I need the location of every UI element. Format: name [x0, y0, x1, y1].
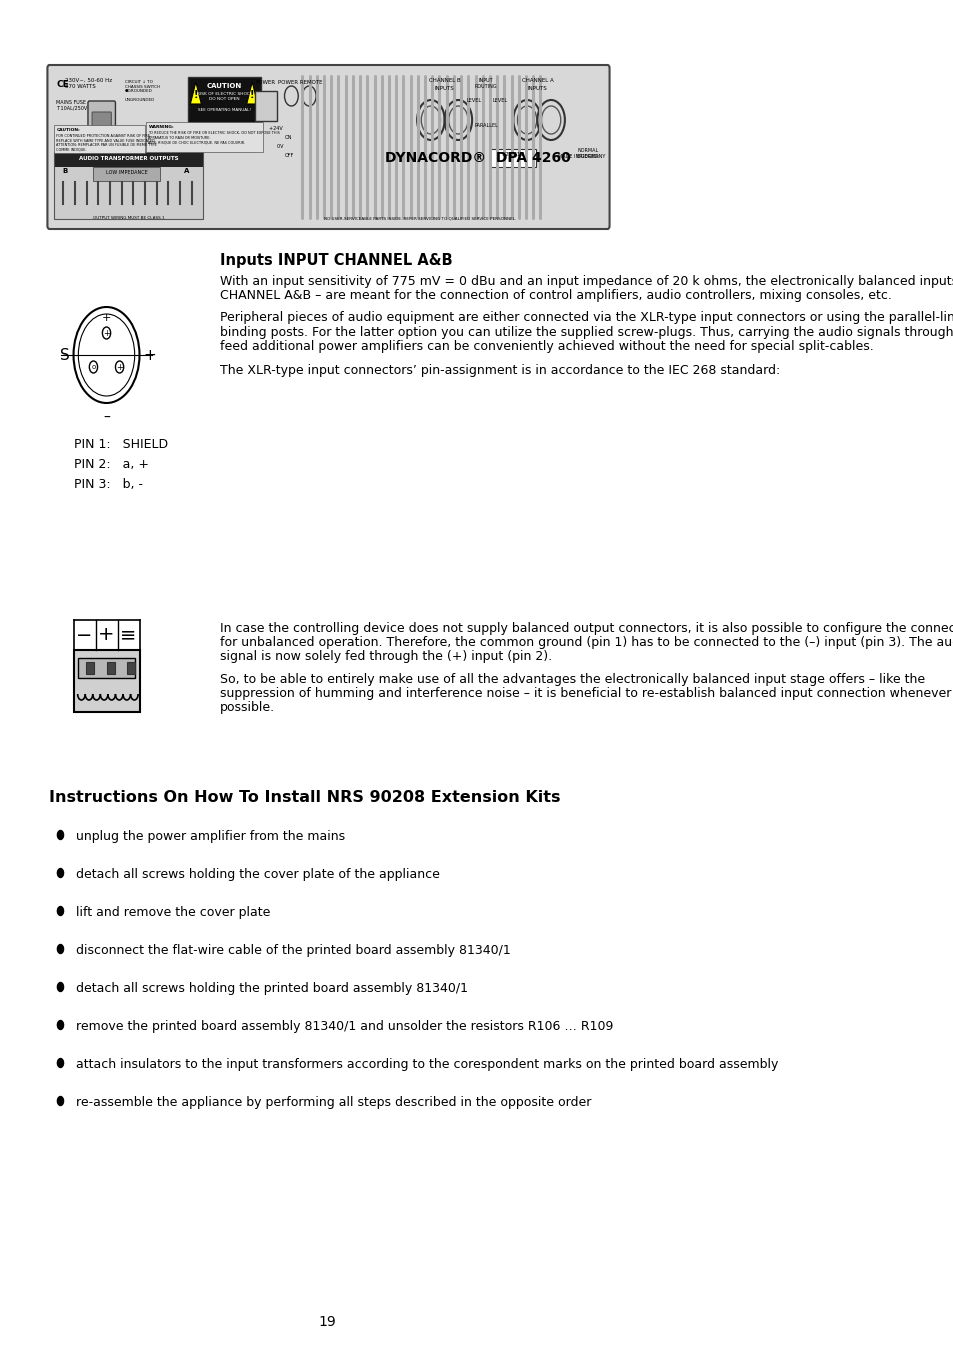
- Text: unplug the power amplifier from the mains: unplug the power amplifier from the main…: [75, 830, 344, 842]
- Text: LEVEL: LEVEL: [492, 99, 507, 103]
- Text: OFF: OFF: [284, 153, 294, 158]
- Text: Instructions On How To Install NRS 90208 Extension Kits: Instructions On How To Install NRS 90208…: [50, 790, 560, 805]
- Text: WARNING:: WARNING:: [149, 126, 173, 130]
- FancyBboxPatch shape: [146, 122, 263, 153]
- Text: Inputs INPUT CHANNEL A&B: Inputs INPUT CHANNEL A&B: [220, 252, 452, 269]
- Text: NORMAL
BRIDGED: NORMAL BRIDGED: [576, 148, 598, 159]
- Text: PIN 3:   b, -: PIN 3: b, -: [73, 478, 142, 491]
- FancyBboxPatch shape: [92, 112, 112, 136]
- Text: PIN 2:   a, +: PIN 2: a, +: [73, 458, 149, 471]
- Text: TO REDUCE THE RISK OF FIRE OR ELECTRIC SHOCK, DO NOT EXPOSE THIS
APPARATUS TO RA: TO REDUCE THE RISK OF FIRE OR ELECTRIC S…: [149, 131, 280, 144]
- Text: NO USER-SERVICEABLE PARTS INSIDE. REFER SERVICING TO QUALIFIED SERVICE PERSONNEL: NO USER-SERVICEABLE PARTS INSIDE. REFER …: [324, 216, 516, 220]
- Text: 230V~, 50-60 Hz
870 WATTS: 230V~, 50-60 Hz 870 WATTS: [65, 78, 112, 89]
- Text: o: o: [91, 364, 95, 370]
- Text: detach all screws holding the cover plate of the appliance: detach all screws holding the cover plat…: [75, 868, 439, 882]
- Text: With an input sensitivity of 775 mV = 0 dBu and an input impedance of 20 k ohms,: With an input sensitivity of 775 mV = 0 …: [220, 275, 953, 288]
- Text: CHANNEL B: CHANNEL B: [428, 78, 460, 82]
- Text: CAUTION:: CAUTION:: [56, 128, 80, 132]
- Text: PIN 1:   SHIELD: PIN 1: SHIELD: [73, 437, 168, 451]
- Text: remove the printed board assembly 81340/1 and unsolder the resistors R106 … R109: remove the printed board assembly 81340/…: [75, 1021, 613, 1033]
- Text: attach insulators to the input transformers according to the corespondent marks : attach insulators to the input transform…: [75, 1058, 777, 1071]
- Text: disconnect the flat-wire cable of the printed board assembly 81340/1: disconnect the flat-wire cable of the pr…: [75, 944, 510, 957]
- Text: !: !: [250, 90, 254, 100]
- Text: SEE OPERATING MANUAL!: SEE OPERATING MANUAL!: [198, 108, 251, 112]
- FancyBboxPatch shape: [54, 153, 203, 219]
- FancyBboxPatch shape: [48, 65, 609, 230]
- FancyBboxPatch shape: [188, 77, 261, 131]
- Polygon shape: [191, 82, 201, 104]
- Text: ≡: ≡: [120, 625, 136, 644]
- Text: +: +: [143, 347, 155, 363]
- FancyBboxPatch shape: [107, 662, 114, 674]
- FancyBboxPatch shape: [127, 662, 135, 674]
- Text: AUDIO TRANSFORMER OUTPUTS: AUDIO TRANSFORMER OUTPUTS: [79, 157, 179, 161]
- Text: CAUTION: CAUTION: [207, 82, 242, 89]
- Circle shape: [57, 983, 64, 991]
- Text: !: !: [193, 90, 198, 100]
- Text: 0V: 0V: [276, 144, 284, 148]
- Text: CHANNEL A&B – are meant for the connection of control amplifiers, audio controll: CHANNEL A&B – are meant for the connecti…: [220, 289, 891, 302]
- Text: In case the controlling device does not supply balanced output connectors, it is: In case the controlling device does not …: [220, 622, 953, 634]
- Text: The XLR-type input connectors’ pin-assignment is in accordance to the IEC 268 st: The XLR-type input connectors’ pin-assig…: [220, 364, 780, 377]
- Text: B: B: [62, 167, 67, 174]
- Text: re-assemble the appliance by performing all steps described in the opposite orde: re-assemble the appliance by performing …: [75, 1096, 590, 1108]
- Circle shape: [57, 945, 64, 953]
- Text: DYNACORD®  DPA 4260: DYNACORD® DPA 4260: [384, 151, 570, 165]
- Text: POWER REMOTE: POWER REMOTE: [277, 80, 322, 85]
- Text: OUTPUT WIRING MUST BE CLASS 1: OUTPUT WIRING MUST BE CLASS 1: [93, 216, 165, 220]
- Text: possible.: possible.: [220, 701, 274, 714]
- Text: FOR CONTINUED PROTECTION AGAINST RISK OF FIRE,
REPLACE WITH SAME TYPE AND VALUE : FOR CONTINUED PROTECTION AGAINST RISK OF…: [56, 134, 157, 151]
- Polygon shape: [247, 82, 257, 104]
- Text: LOW IMPEDANCE: LOW IMPEDANCE: [106, 170, 148, 176]
- Text: MADE IN GERMANY: MADE IN GERMANY: [558, 154, 605, 158]
- FancyBboxPatch shape: [88, 101, 115, 148]
- Text: detach all screws holding the printed board assembly 81340/1: detach all screws holding the printed bo…: [75, 981, 467, 995]
- Text: 121715: 121715: [501, 153, 524, 157]
- Text: binding posts. For the latter option you can utilize the supplied screw-plugs. T: binding posts. For the latter option you…: [220, 325, 953, 339]
- FancyBboxPatch shape: [93, 167, 160, 181]
- Text: –: –: [103, 410, 110, 425]
- Text: feed additional power amplifiers can be conveniently achieved without the need f: feed additional power amplifiers can be …: [220, 340, 873, 352]
- FancyBboxPatch shape: [54, 126, 145, 153]
- Text: So, to be able to entirely make use of all the advantages the electronically bal: So, to be able to entirely make use of a…: [220, 672, 924, 686]
- Text: suppression of humming and interference noise – it is beneficial to re-establish: suppression of humming and interference …: [220, 687, 950, 699]
- Text: CHANNEL A: CHANNEL A: [521, 78, 553, 82]
- Text: +: +: [102, 313, 112, 323]
- Circle shape: [57, 906, 64, 915]
- Text: for unbalanced operation. Therefore, the common ground (pin 1) has to be connect: for unbalanced operation. Therefore, the…: [220, 636, 953, 649]
- Circle shape: [57, 1058, 64, 1068]
- Text: signal is now solely fed through the (+) input (pin 2).: signal is now solely fed through the (+)…: [220, 651, 552, 663]
- Text: POWER: POWER: [255, 80, 275, 85]
- Text: +24V: +24V: [269, 126, 284, 131]
- Circle shape: [57, 1021, 64, 1030]
- Text: +: +: [98, 625, 114, 644]
- FancyBboxPatch shape: [490, 148, 536, 167]
- Text: 19: 19: [318, 1315, 336, 1328]
- Text: lift and remove the cover plate: lift and remove the cover plate: [75, 906, 270, 919]
- Text: MAINS FUSE
T 10AL/250V: MAINS FUSE T 10AL/250V: [56, 100, 88, 111]
- FancyBboxPatch shape: [55, 153, 203, 167]
- Circle shape: [57, 830, 64, 840]
- Text: +: +: [116, 363, 123, 371]
- Text: S: S: [60, 347, 70, 363]
- FancyBboxPatch shape: [77, 657, 135, 678]
- Text: INPUTS: INPUTS: [527, 86, 547, 90]
- Text: LEVEL: LEVEL: [466, 99, 481, 103]
- Text: INPUT
ROUTING: INPUT ROUTING: [474, 78, 497, 89]
- Text: PARALLEL: PARALLEL: [474, 123, 498, 128]
- Text: Peripheral pieces of audio equipment are either connected via the XLR-type input: Peripheral pieces of audio equipment are…: [220, 312, 953, 324]
- FancyBboxPatch shape: [73, 649, 139, 711]
- Text: +: +: [103, 328, 110, 338]
- Text: INPUTS: INPUTS: [435, 86, 454, 90]
- FancyBboxPatch shape: [254, 90, 276, 122]
- Text: RISK OF ELECTRIC SHOCK
DO NOT OPEN: RISK OF ELECTRIC SHOCK DO NOT OPEN: [196, 92, 253, 101]
- Circle shape: [57, 1096, 64, 1106]
- Text: A: A: [184, 167, 190, 174]
- Text: CIRCUIT ↓ TO
CHASSIS SWITCH
●GROUNDED

UNGROUNDED: CIRCUIT ↓ TO CHASSIS SWITCH ●GROUNDED UN…: [125, 80, 160, 103]
- FancyBboxPatch shape: [86, 662, 94, 674]
- Text: ON: ON: [284, 135, 292, 140]
- Text: CE: CE: [56, 80, 69, 89]
- Circle shape: [57, 868, 64, 878]
- Text: −: −: [76, 625, 92, 644]
